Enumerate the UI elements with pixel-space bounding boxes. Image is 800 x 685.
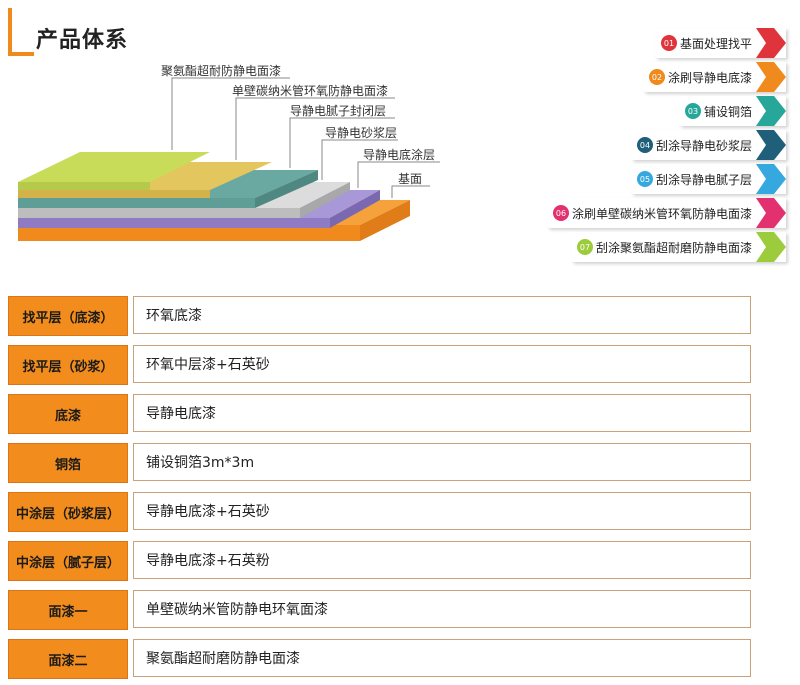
step-number-badge: 01 bbox=[660, 35, 677, 51]
layer-label-cnt-topcoat: 单壁碳纳米管环氧防静电面漆 bbox=[232, 84, 389, 98]
step-number-badge: 04 bbox=[636, 137, 653, 153]
row-key: 找平层（砂浆） bbox=[8, 345, 128, 385]
step-label: 刮涂聚氨酯超耐磨防静电面漆 bbox=[595, 240, 752, 255]
row-key: 中涂层（腻子层） bbox=[8, 541, 128, 581]
row-value: 铺设铜箔3m*3m bbox=[133, 443, 751, 481]
step-label: 刮涂导静电腻子层 bbox=[655, 172, 752, 187]
chevron-right-icon bbox=[756, 164, 786, 194]
step-number-badge: 03 bbox=[684, 103, 701, 119]
layer-label-primer: 导静电底涂层 bbox=[363, 148, 436, 162]
row-value: 环氧中层漆+石英砂 bbox=[133, 345, 751, 383]
table-row: 找平层（底漆） 环氧底漆 bbox=[8, 296, 753, 336]
step-label: 刮涂导静电砂浆层 bbox=[655, 138, 752, 153]
step-5: 05 刮涂导静电腻子层 bbox=[630, 164, 786, 194]
chevron-right-icon bbox=[756, 28, 786, 58]
row-key: 铜箔 bbox=[8, 443, 128, 483]
layer-primer-front bbox=[18, 218, 330, 228]
layer-diagram bbox=[18, 77, 440, 241]
step-3: 03 铺设铜箔 bbox=[678, 96, 786, 126]
row-value: 聚氨酯超耐磨防静电面漆 bbox=[133, 639, 751, 677]
layer-primer-side bbox=[330, 190, 380, 228]
row-value: 导静电底漆+石英粉 bbox=[133, 541, 751, 579]
step-label: 基面处理找平 bbox=[679, 36, 752, 51]
row-key: 底漆 bbox=[8, 394, 128, 434]
row-key: 面漆一 bbox=[8, 590, 128, 630]
step-number-badge: 07 bbox=[576, 239, 593, 255]
table-row: 中涂层（砂浆层） 导静电底漆+石英砂 bbox=[8, 492, 753, 532]
row-key: 中涂层（砂浆层） bbox=[8, 492, 128, 532]
layer-label-mortar: 导静电砂浆层 bbox=[325, 126, 398, 140]
table-row: 面漆一 单壁碳纳米管防静电环氧面漆 bbox=[8, 590, 753, 630]
leader-line-1 bbox=[171, 77, 290, 150]
section-title: 产品体系 bbox=[36, 28, 129, 53]
step-label: 涂刷导静电底漆 bbox=[667, 70, 752, 85]
layer-pu-topcoat bbox=[18, 152, 210, 182]
layer-base-front bbox=[18, 225, 360, 241]
layer-mortar-front bbox=[18, 208, 300, 218]
layer-epoxy-topcoat-front bbox=[18, 190, 210, 198]
layer-label-base: 基面 bbox=[398, 172, 423, 186]
chevron-right-icon bbox=[756, 232, 786, 262]
step-1: 01 基面处理找平 bbox=[654, 28, 786, 58]
row-key: 找平层（底漆） bbox=[8, 296, 128, 336]
table-row: 面漆二 聚氨酯超耐磨防静电面漆 bbox=[8, 639, 753, 679]
step-number-badge: 05 bbox=[636, 171, 653, 187]
step-4: 04 刮涂导静电砂浆层 bbox=[630, 130, 786, 160]
row-value: 导静电底漆 bbox=[133, 394, 751, 432]
layer-putty-side bbox=[255, 170, 318, 208]
step-2: 02 涂刷导静电底漆 bbox=[642, 62, 786, 92]
chevron-right-icon bbox=[756, 62, 786, 92]
layer-label-putty: 导静电腻子封闭层 bbox=[290, 104, 387, 118]
leader-line-5 bbox=[357, 161, 440, 188]
leader-line-3 bbox=[289, 117, 395, 168]
table-row: 中涂层（腻子层） 导静电底漆+石英粉 bbox=[8, 541, 753, 581]
row-value: 单壁碳纳米管防静电环氧面漆 bbox=[133, 590, 751, 628]
leader-line-4 bbox=[321, 139, 398, 180]
layer-mortar-side bbox=[300, 182, 350, 218]
step-label: 铺设铜箔 bbox=[703, 104, 752, 119]
table-row: 底漆 导静电底漆 bbox=[8, 394, 753, 434]
row-value: 环氧底漆 bbox=[133, 296, 751, 334]
chevron-right-icon bbox=[756, 96, 786, 126]
leader-line-2 bbox=[235, 97, 395, 160]
layer-base-side bbox=[360, 200, 410, 241]
row-value: 导静电底漆+石英砂 bbox=[133, 492, 751, 530]
step-number-badge: 02 bbox=[648, 69, 665, 85]
row-key: 面漆二 bbox=[8, 639, 128, 679]
table-row: 铜箔 铺设铜箔3m*3m bbox=[8, 443, 753, 483]
table-row: 找平层（砂浆） 环氧中层漆+石英砂 bbox=[8, 345, 753, 385]
title-bracket-decoration bbox=[8, 8, 34, 56]
step-6: 06 涂刷单壁碳纳米管环氧防静电面漆 bbox=[546, 198, 786, 228]
step-label: 涂刷单壁碳纳米管环氧防静电面漆 bbox=[571, 206, 752, 221]
chevron-right-icon bbox=[756, 130, 786, 160]
layer-putty-front bbox=[18, 198, 255, 208]
layer-label-pu-topcoat: 聚氨酯超耐防静电面漆 bbox=[161, 64, 282, 78]
chevron-right-icon bbox=[756, 198, 786, 228]
step-number-badge: 06 bbox=[552, 205, 569, 221]
step-7: 07 刮涂聚氨酯超耐磨防静电面漆 bbox=[570, 232, 786, 262]
layer-pu-topcoat-front bbox=[18, 182, 150, 190]
leader-line-6 bbox=[391, 185, 430, 198]
